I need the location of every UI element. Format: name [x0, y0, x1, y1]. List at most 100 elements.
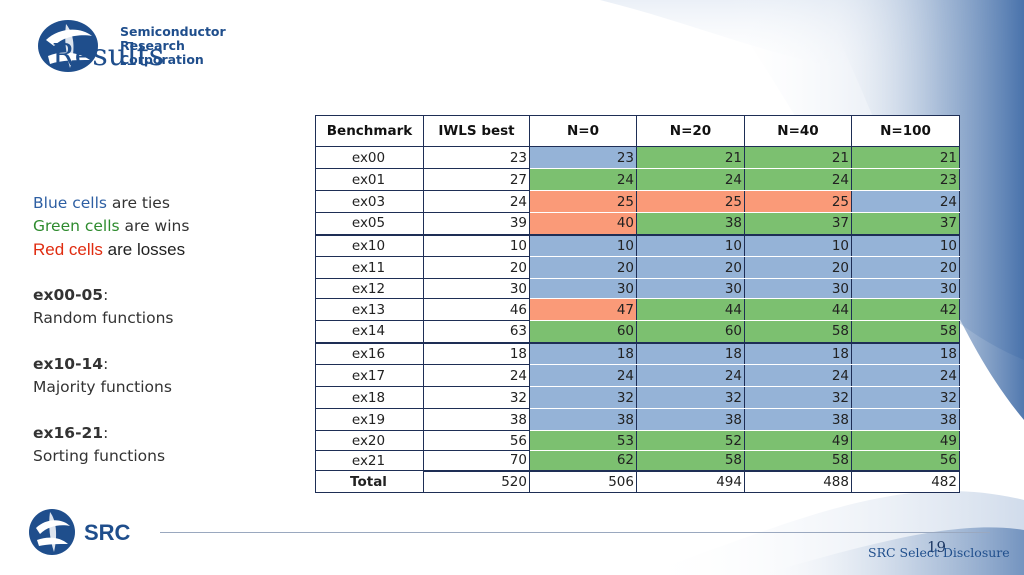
cell-iwls-best: 38 — [423, 408, 530, 431]
cell-benchmark: ex03 — [315, 190, 424, 213]
group2-label: ex10-14 — [33, 355, 104, 373]
cell-total-value: 506 — [529, 469, 637, 493]
cell-n40: 44 — [744, 298, 852, 321]
cell-n0: 62 — [529, 450, 637, 471]
cell-benchmark: ex10 — [315, 233, 424, 257]
cell-n20: 10 — [636, 233, 745, 257]
group2-colon: : — [103, 355, 109, 373]
group1-desc: Random functions — [33, 309, 174, 327]
cell-n100: 21 — [851, 146, 960, 169]
cell-n100: 37 — [851, 212, 960, 235]
cell-n20: 58 — [636, 450, 745, 471]
cell-benchmark: ex19 — [315, 408, 424, 431]
table-row: ex21 70 62 58 58 56 — [315, 450, 960, 471]
footer-src-logo: SRC — [29, 509, 131, 555]
group3-colon: : — [103, 424, 109, 442]
cell-total-iwls: 520 — [423, 469, 530, 493]
header-benchmark: Benchmark — [315, 115, 424, 147]
cell-n20: 20 — [636, 256, 745, 279]
cell-n20: 44 — [636, 298, 745, 321]
group1-heading: ex00-05: — [33, 284, 293, 307]
cell-iwls-best: 10 — [423, 233, 530, 257]
legend-green-word: Green cells — [33, 217, 120, 235]
logo-text-line3: Corporation — [120, 52, 204, 67]
cell-n100: 49 — [851, 430, 960, 451]
table-row: ex12 30 30 30 30 30 — [315, 278, 960, 299]
cell-n40: 10 — [744, 233, 852, 257]
legend-panel: Blue cells are ties Green cells are wins… — [33, 192, 293, 468]
legend-ties: Blue cells are ties — [33, 192, 293, 215]
group2-desc: Majority functions — [33, 378, 172, 396]
cell-iwls-best: 46 — [423, 298, 530, 321]
cell-n40: 18 — [744, 341, 852, 365]
cell-n40: 20 — [744, 256, 852, 279]
cell-n20: 52 — [636, 430, 745, 451]
table-body: ex00 23 23 21 21 21 ex01 27 24 24 24 23 ex03 24 25 25 25… — [315, 146, 960, 493]
cell-n40: 38 — [744, 408, 852, 431]
cell-n0: 25 — [529, 190, 637, 213]
cell-n100: 10 — [851, 233, 960, 257]
cell-n20: 25 — [636, 190, 745, 213]
cell-iwls-best: 56 — [423, 430, 530, 451]
table-row: ex05 39 40 38 37 37 — [315, 212, 960, 235]
cell-n0: 38 — [529, 408, 637, 431]
cell-n100: 23 — [851, 168, 960, 191]
src-logo-emblem — [38, 20, 98, 72]
cell-n0: 32 — [529, 386, 637, 409]
cell-n0: 40 — [529, 212, 637, 235]
header-iwls-best: IWLS best — [423, 115, 530, 147]
cell-benchmark: ex01 — [315, 168, 424, 191]
cell-iwls-best: 63 — [423, 320, 530, 343]
cell-n100: 42 — [851, 298, 960, 321]
cell-n100: 24 — [851, 364, 960, 387]
group3-heading: ex16-21: — [33, 422, 293, 445]
cell-n20: 30 — [636, 278, 745, 299]
cell-n40: 58 — [744, 450, 852, 471]
cell-iwls-best: 70 — [423, 450, 530, 471]
table-row: ex17 24 24 24 24 24 — [315, 364, 960, 387]
cell-total-value: 488 — [744, 469, 852, 493]
cell-n100: 56 — [851, 450, 960, 471]
legend-green-rest: are wins — [119, 217, 190, 235]
logo-text-line1: Semiconductor — [120, 24, 226, 39]
cell-n100: 20 — [851, 256, 960, 279]
cell-n40: 24 — [744, 168, 852, 191]
cell-n20: 24 — [636, 364, 745, 387]
table-total-row: Total 520 506 494 488 482 — [315, 469, 960, 493]
header-n100: N=100 — [851, 115, 960, 147]
cell-iwls-best: 32 — [423, 386, 530, 409]
cell-iwls-best: 23 — [423, 146, 530, 169]
table-row: ex13 46 47 44 44 42 — [315, 298, 960, 321]
legend-losses: Red cells are losses — [33, 238, 293, 261]
cell-n20: 38 — [636, 408, 745, 431]
cell-n100: 30 — [851, 278, 960, 299]
header-n40: N=40 — [744, 115, 852, 147]
cell-n0: 30 — [529, 278, 637, 299]
cell-n40: 58 — [744, 320, 852, 343]
cell-n20: 24 — [636, 168, 745, 191]
cell-n40: 21 — [744, 146, 852, 169]
results-table: Benchmark IWLS best N=0 N=20 N=40 N=100 … — [315, 115, 960, 493]
cell-iwls-best: 18 — [423, 341, 530, 365]
table-row: ex14 63 60 60 58 58 — [315, 320, 960, 343]
page-number: 19 — [927, 538, 947, 556]
header-n20: N=20 — [636, 115, 745, 147]
cell-benchmark: ex13 — [315, 298, 424, 321]
legend-blue-rest: are ties — [106, 194, 170, 212]
legend-red-word: Red cells — [33, 240, 103, 259]
table-header-row: Benchmark IWLS best N=0 N=20 N=40 N=100 — [315, 115, 960, 147]
group3-desc: Sorting functions — [33, 447, 166, 465]
cell-n0: 20 — [529, 256, 637, 279]
table-row: ex10 10 10 10 10 10 — [315, 233, 960, 257]
cell-n0: 24 — [529, 364, 637, 387]
footer-disclosure: SRC Select Disclosure — [868, 545, 1010, 560]
table-row: ex03 24 25 25 25 24 — [315, 190, 960, 213]
cell-n20: 21 — [636, 146, 745, 169]
cell-n100: 18 — [851, 341, 960, 365]
cell-iwls-best: 39 — [423, 212, 530, 235]
cell-benchmark: ex20 — [315, 430, 424, 451]
group1-colon: : — [103, 286, 109, 304]
cell-iwls-best: 24 — [423, 364, 530, 387]
cell-benchmark: ex14 — [315, 320, 424, 343]
cell-n40: 32 — [744, 386, 852, 409]
